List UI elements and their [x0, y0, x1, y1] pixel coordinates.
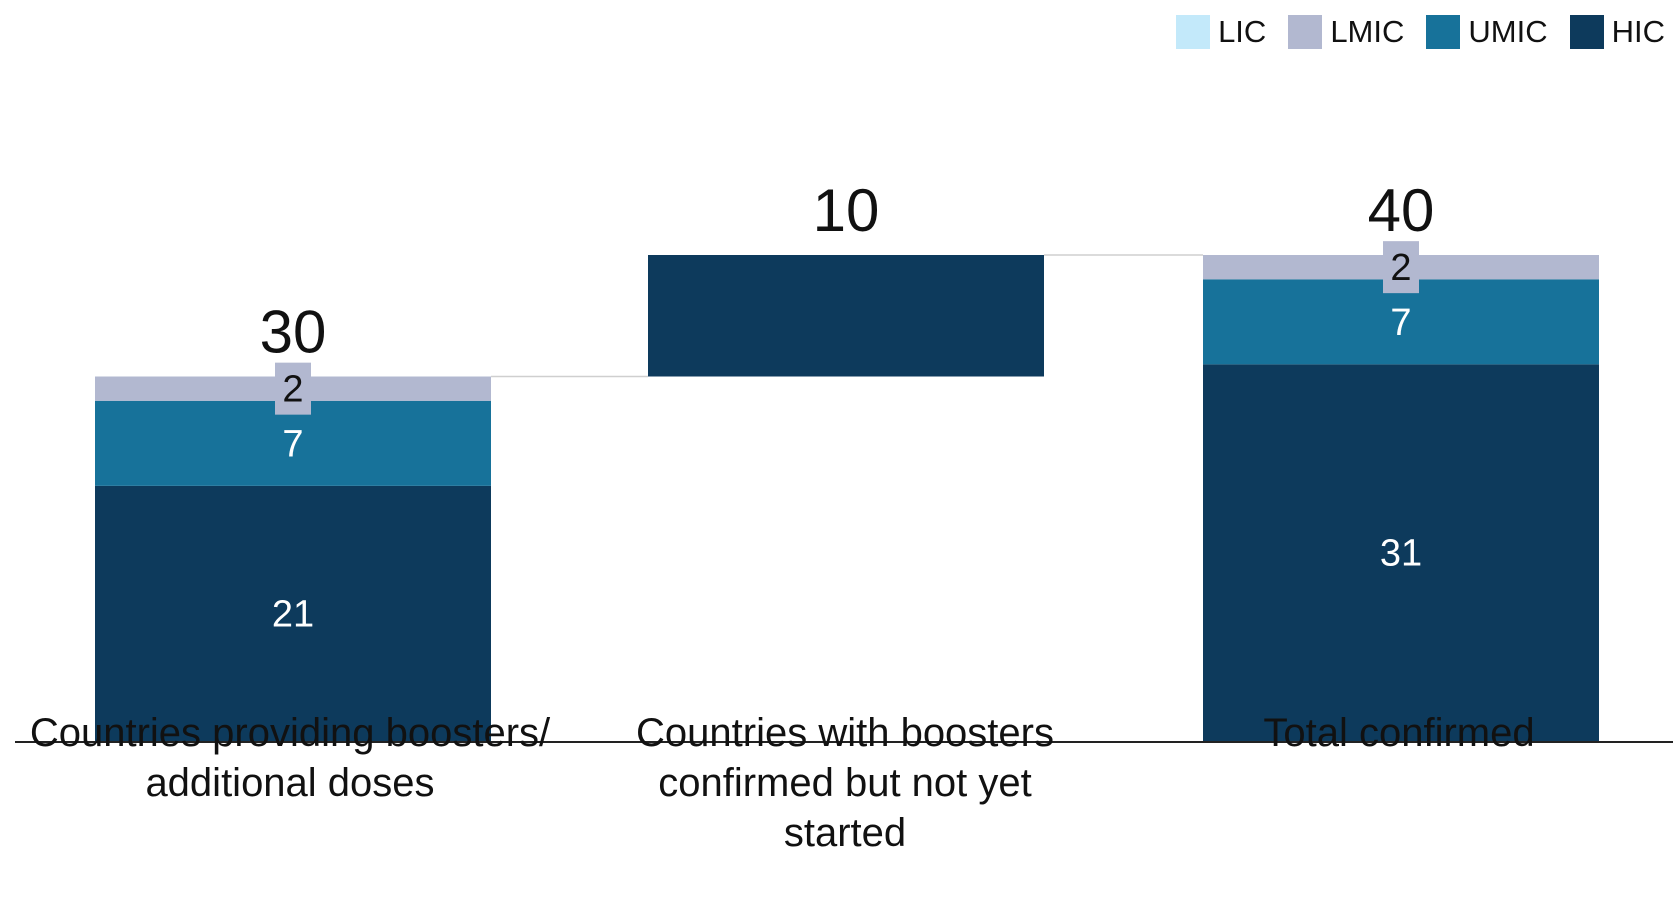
- legend-item-hic: HIC: [1569, 14, 1665, 50]
- legend-label-hic: HIC: [1611, 14, 1665, 49]
- data-label-2-lmic: 2: [1390, 247, 1411, 289]
- total-label-1: 10: [813, 177, 880, 244]
- legend-swatch-lmic: [1288, 15, 1323, 49]
- total-label-2: 40: [1368, 177, 1435, 244]
- data-label-0-lmic: 2: [282, 369, 303, 411]
- legend-swatch-hic: [1569, 15, 1604, 49]
- legend-swatch-lic: [1176, 15, 1211, 49]
- chart-legend: LIC LMIC UMIC HIC: [1154, 14, 1665, 50]
- total-label-0: 30: [260, 299, 327, 366]
- bar-2-hic: [1203, 364, 1599, 741]
- data-label-bg-0-lmic: [275, 362, 311, 415]
- category-label-2: Total confirmed: [1263, 711, 1535, 755]
- bar-1-hic: [648, 255, 1044, 377]
- data-label-bg-2-lmic: [1383, 241, 1419, 294]
- data-label-2-umic: 7: [1390, 302, 1411, 344]
- legend-label-lmic: LMIC: [1330, 14, 1405, 49]
- data-label-2-hic: 31: [1380, 533, 1422, 575]
- legend-item-lmic: LMIC: [1288, 14, 1404, 50]
- bar-0-umic: [95, 400, 491, 486]
- legend-label-umic: UMIC: [1468, 14, 1548, 49]
- legend-item-umic: UMIC: [1426, 14, 1548, 50]
- category-label-0: Countries providing boosters/ additional…: [29, 711, 551, 805]
- bar-2-umic: [1203, 279, 1599, 365]
- legend-item-lic: LIC: [1176, 14, 1266, 50]
- bar-0-hic: [95, 485, 491, 741]
- legend-swatch-umic: [1426, 15, 1461, 49]
- data-label-0-hic: 21: [272, 593, 314, 635]
- data-label-0-umic: 7: [282, 423, 303, 465]
- legend-label-lic: LIC: [1218, 14, 1267, 49]
- category-label-1: Countries with boosters confirmed but no…: [636, 711, 1054, 855]
